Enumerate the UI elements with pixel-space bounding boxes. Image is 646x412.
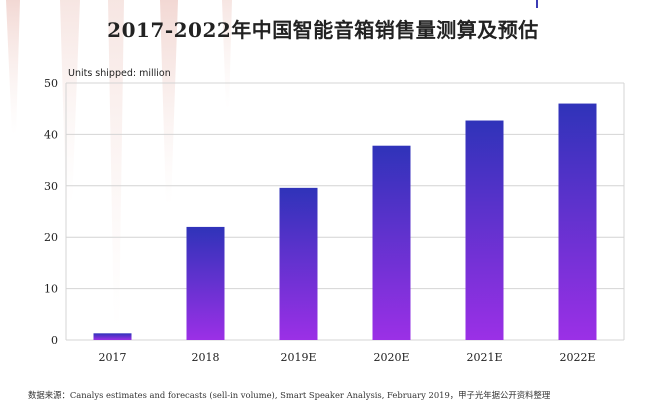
y-axis-ticks: 0 10 20 30 40 50: [44, 77, 58, 347]
bar-2022E: [558, 103, 597, 340]
bar-2020E: [372, 145, 411, 340]
bar-2021E: [465, 120, 504, 340]
decor-streak-1: [6, 0, 20, 135]
y-tick-label: 0: [51, 334, 58, 347]
y-tick-label: 50: [44, 77, 58, 90]
bar-2017: [93, 333, 132, 340]
y-tick-label: 10: [44, 283, 58, 296]
bars: [93, 103, 597, 340]
x-tick-label-2022E: 2022E: [559, 351, 595, 364]
y-tick-label: 30: [44, 180, 58, 193]
x-tick-label-2020E: 2020E: [373, 351, 409, 364]
bar-2019E: [279, 187, 318, 340]
bar-2018: [186, 226, 225, 340]
decor-streak-2: [60, 0, 80, 205]
x-tick-label-2019E: 2019E: [280, 351, 316, 364]
x-tick-label-2017: 2017: [99, 351, 127, 364]
x-axis-ticks: 2017 2018 2019E 2020E 2021E 2022E: [99, 351, 596, 364]
gridlines: [65, 82, 625, 341]
y-tick-label: 20: [44, 231, 58, 244]
x-tick-label-2021E: 2021E: [466, 351, 502, 364]
chart-title: 2017-2022年中国智能音箱销售量测算及预估: [107, 18, 539, 42]
decor-streak-4: [160, 0, 178, 205]
x-tick-label-2018: 2018: [192, 351, 220, 364]
y-tick-label: 40: [44, 128, 58, 141]
y-axis-unit-label: Units shipped: million: [68, 68, 171, 79]
source-note: 数据来源：Canalys estimates and forecasts (se…: [28, 390, 551, 400]
accent-mark: [536, 0, 538, 8]
